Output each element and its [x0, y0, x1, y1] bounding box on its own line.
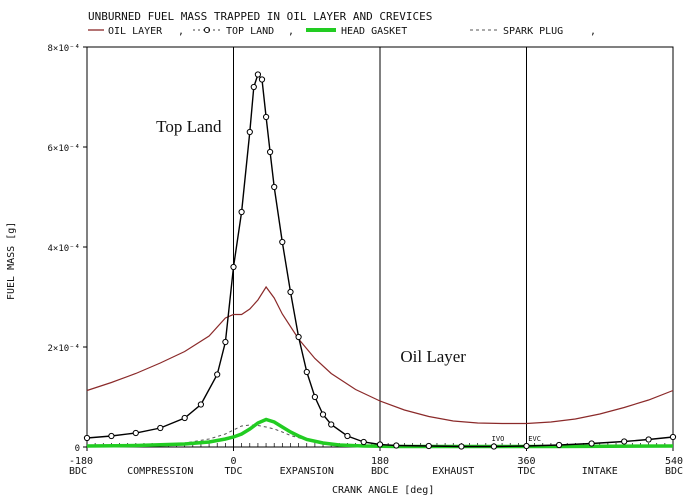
x-tick-label-360: 360 — [517, 456, 535, 467]
x-tick-sub-360: TDC — [517, 466, 535, 477]
series-top-land-point — [328, 421, 335, 428]
series-top-land-point — [83, 434, 91, 442]
annotation-top-land: Top Land — [156, 117, 222, 136]
series-top-land-point — [132, 429, 139, 437]
valve-label-ivo: IVO — [492, 435, 505, 443]
x-tick-label-540: 540 — [665, 456, 683, 467]
legend-item-head-gasket: HEAD GASKET — [306, 26, 407, 37]
legend-sep-1: , — [178, 26, 184, 37]
series-top-land-point — [230, 263, 237, 271]
series-oil-layer — [86, 285, 674, 425]
series-top-land-point — [393, 442, 400, 449]
series-top-land-point — [588, 440, 595, 447]
legend-item-spark-plug: SPARK PLUG , — [470, 26, 596, 37]
legend-label-head-gasket: HEAD GASKET — [341, 26, 407, 37]
series-top-land-point — [303, 368, 310, 376]
legend-item-top-land: TOP LAND , — [193, 26, 294, 37]
series-top-land-point — [254, 71, 261, 78]
stroke-label-intake: INTAKE — [582, 466, 618, 477]
legend-item-oil-layer: OIL LAYER , — [88, 26, 184, 37]
series-top-land-point — [222, 338, 229, 346]
x-axis-label: CRANK ANGLE [deg] — [332, 485, 434, 496]
x-tick-label-180: 180 — [371, 456, 389, 467]
series-top-land-point — [458, 443, 465, 450]
x-tick-sub-540: BDC — [665, 466, 683, 477]
series-spark-plug — [86, 424, 673, 447]
series-top-land-point — [246, 128, 253, 136]
series-top-land-point — [311, 393, 318, 401]
series-top-land-point — [425, 442, 432, 450]
y-tick-label-1: 2×10⁻⁴ — [47, 344, 80, 354]
series-top-land-point — [108, 432, 115, 440]
valve-label-evc: EVC — [528, 435, 541, 443]
y-tick-label-4: 8×10⁻⁴ — [47, 44, 80, 54]
series-top-land-point — [360, 438, 367, 446]
legend-marker-top-land — [203, 26, 211, 34]
legend-sep-3: , — [590, 26, 596, 37]
y-tick-label-2: 4×10⁻⁴ — [47, 244, 80, 254]
series-top-land-point — [287, 288, 294, 296]
x-tick-label-180: -180 — [69, 456, 93, 467]
series-top-land — [83, 71, 677, 450]
legend-label-spark-plug: SPARK PLUG — [503, 26, 563, 37]
legend: OIL LAYER , TOP LAND , HEAD GASKET SPARK… — [88, 26, 596, 37]
series-top-land-point — [267, 148, 274, 156]
series-top-land-point — [181, 414, 188, 422]
y-tick-label-0: 0 — [75, 444, 80, 454]
x-tick-label-0: 0 — [230, 456, 236, 467]
legend-label-top-land: TOP LAND — [226, 26, 274, 37]
series-top-land-point — [344, 432, 351, 440]
x-tick-sub-0: TDC — [224, 466, 242, 477]
series-top-land-point — [376, 441, 384, 448]
series-top-land-point — [490, 443, 497, 450]
series-top-land-point — [645, 436, 652, 443]
stroke-label-compression: COMPRESSION — [127, 466, 193, 477]
y-axis-label: FUEL MASS [g] — [6, 222, 17, 300]
series-top-land-point — [214, 371, 221, 378]
x-tick-sub-180: BDC — [371, 466, 389, 477]
series-top-land-point — [263, 113, 270, 121]
chart-title: UNBURNED FUEL MASS TRAPPED IN OIL LAYER … — [88, 10, 432, 23]
series-top-land-point — [197, 401, 204, 408]
series-top-land-point — [271, 183, 278, 191]
legend-sep-2: , — [288, 26, 294, 37]
series-top-land-point — [669, 433, 677, 441]
series-top-land-point — [295, 333, 302, 341]
series-top-land-point — [319, 411, 327, 418]
series-top-land-point — [157, 424, 164, 432]
x-tick-sub-180: BDC — [69, 466, 87, 477]
legend-label-oil-layer: OIL LAYER — [108, 26, 163, 37]
stroke-label-exhaust: EXHAUST — [432, 466, 474, 477]
series-top-land-point — [238, 208, 245, 216]
series-top-land-point — [523, 442, 530, 450]
series-top-land-point — [279, 238, 286, 246]
series-top-land-point — [621, 438, 628, 445]
series-top-land-point — [250, 83, 257, 91]
y-tick-label-3: 6×10⁻⁴ — [47, 144, 80, 154]
series-top-land-point — [258, 76, 266, 83]
stroke-label-expansion: EXPANSION — [280, 466, 334, 477]
series-top-land-point — [556, 441, 563, 449]
annotation-oil-layer: Oil Layer — [400, 347, 466, 366]
